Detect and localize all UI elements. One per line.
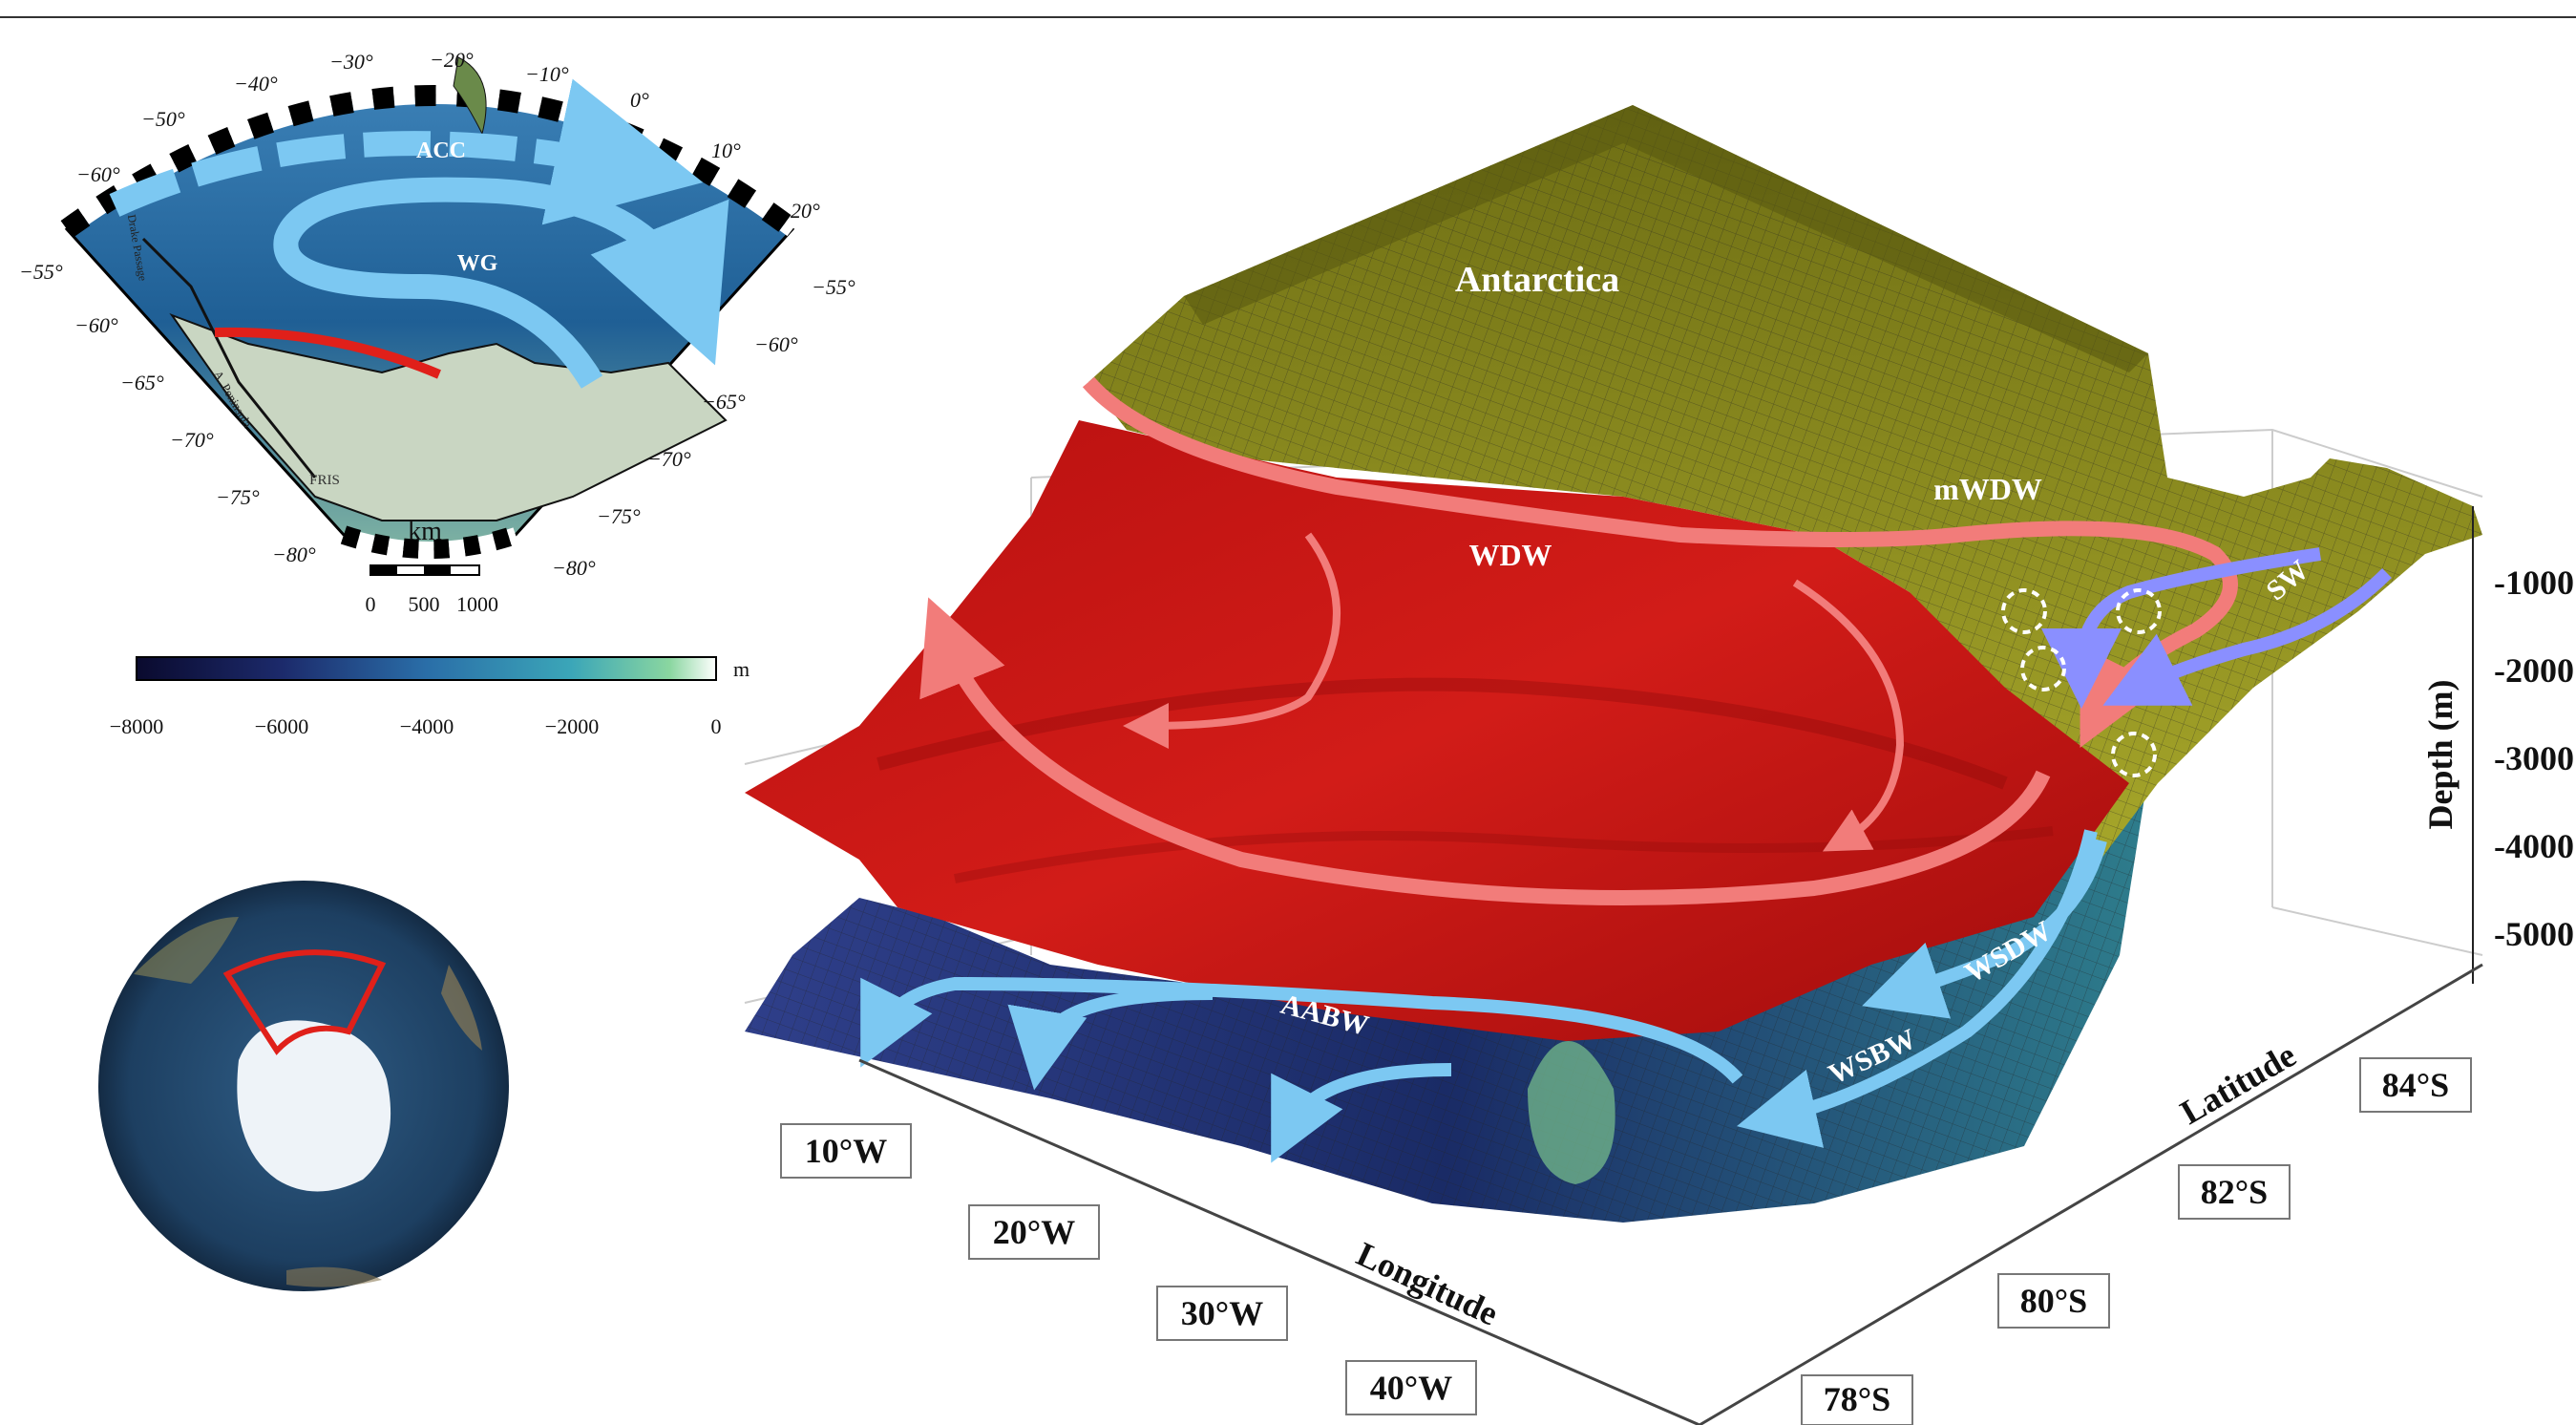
longitude-tick-label: 40°W: [1370, 1369, 1452, 1407]
wg-label: WG: [457, 251, 498, 276]
lat-label: −55°: [19, 260, 63, 284]
depth-tick: -4000: [2494, 827, 2574, 865]
latitude-tick: 78°S: [1801, 1374, 1913, 1425]
lon-label: −20°: [430, 48, 474, 72]
longitude-tick-label: 30°W: [1181, 1294, 1263, 1332]
wdw-main-arrow: [1082, 376, 2238, 748]
latitude-tick: 82°S: [2178, 1164, 2291, 1220]
lat-label: −75°: [216, 485, 260, 509]
lat-label: −65°: [120, 371, 164, 394]
latitude-axis-title: Latitude: [2174, 1035, 2302, 1132]
wdw-inner-arrow-right: [1792, 579, 1905, 852]
depth-tick: -1000: [2494, 564, 2574, 602]
main-3d-diagram: Antarctica WDW mWDW SW WSDW WSBW AABW -1…: [744, 105, 2574, 1425]
latitude-tick-label: 82°S: [2201, 1173, 2268, 1211]
transect-line: [214, 327, 441, 379]
scale-tick: 0: [366, 592, 376, 616]
lat-label: −70°: [170, 428, 214, 452]
scale-bar: 0 500 1000: [366, 564, 498, 616]
acc-current-arrow: [109, 78, 704, 225]
aabw-arrow-main: [860, 976, 1743, 1084]
latitude-tick: 80°S: [1997, 1273, 2110, 1329]
lat-label: −55°: [812, 275, 855, 299]
lat-label: −80°: [272, 542, 316, 566]
wsbw-arrow: [1737, 829, 2098, 1148]
lat-label: −75°: [597, 504, 641, 528]
longitude-tick: 20°W: [968, 1204, 1100, 1260]
longitude-labels: −60° −50° −40° −30° −20° −10° 0° 10° 20°: [76, 48, 820, 223]
lat-label: −60°: [754, 332, 798, 356]
lon-label: −60°: [76, 162, 120, 186]
colorbar-tick: −2000: [545, 714, 599, 738]
longitude-tick: 10°W: [780, 1123, 912, 1179]
depth-axis: -1000 -2000 -3000 -4000 -5000 Depth (m): [2421, 506, 2574, 984]
map-scale-unit: km: [408, 517, 442, 546]
longitude-tick-label: 20°W: [993, 1213, 1075, 1251]
sw-arrow-2: [2102, 568, 2392, 706]
aabw-arrow-branch-1: [1007, 987, 1214, 1091]
longitude-tick: 30°W: [1156, 1286, 1288, 1341]
lon-label: −40°: [234, 72, 278, 96]
wsdw-arrow: [1862, 839, 2107, 1019]
fris-label: FRIS: [309, 473, 340, 488]
latitude-tick: 84°S: [2359, 1057, 2472, 1113]
study-region-outline: [222, 949, 387, 1055]
eddy-markers: [2001, 588, 2162, 777]
lon-label: −50°: [141, 107, 185, 131]
scale-tick: 500: [409, 592, 440, 616]
aabw-arrow-branch-2: [1271, 1063, 1452, 1163]
globe-south-pole-icon: [98, 881, 509, 1291]
inset-map: ACC WG Drake Passage A. Peninsula FRIS −…: [19, 48, 855, 616]
wg-gyre-arrow: [273, 177, 729, 389]
latitude-tick-label: 80°S: [2020, 1282, 2087, 1320]
lon-label: −10°: [525, 62, 569, 86]
colorbar-tick: 0: [711, 714, 722, 738]
lat-label: −65°: [702, 390, 746, 414]
depth-tick: -5000: [2494, 915, 2574, 953]
colorbar-tick: −6000: [255, 714, 308, 738]
latitude-tick-label: 84°S: [2382, 1066, 2449, 1104]
antarctica-ice-icon: [237, 1020, 391, 1192]
acc-label: ACC: [416, 138, 466, 163]
latitude-labels-right: −55° −60° −65° −70° −75° −80°: [552, 275, 855, 580]
wdw-return-arrow: [919, 597, 2051, 905]
latitude-tick-label: 78°S: [1824, 1380, 1890, 1418]
colorbar-tick: −8000: [110, 714, 163, 738]
longitude-tick-label: 10°W: [805, 1132, 887, 1170]
lon-label: 20°: [791, 199, 820, 223]
depth-axis-title: Depth (m): [2421, 680, 2460, 830]
colorbar-unit: m: [733, 657, 750, 681]
colorbar-tick: −4000: [400, 714, 454, 738]
wdw-label: WDW: [1468, 538, 1552, 572]
antarctica-label: Antarctica: [1455, 260, 1619, 300]
depth-tick: -3000: [2494, 739, 2574, 777]
mwdw-label: mWDW: [1933, 472, 2042, 506]
lat-label: −60°: [74, 313, 118, 337]
longitude-tick: 40°W: [1345, 1360, 1477, 1415]
lon-label: −30°: [329, 50, 373, 74]
scale-tick: 1000: [456, 592, 498, 616]
depth-tick: -2000: [2494, 651, 2574, 690]
map-frame: [60, 85, 799, 238]
latitude-labels-left: −55° −60° −65° −70° −75° −80°: [19, 260, 316, 566]
lat-label: −80°: [552, 556, 596, 580]
lat-label: −70°: [647, 447, 691, 471]
wdw-inner-arrow-left: [1123, 532, 1341, 749]
lon-label: 0°: [630, 88, 649, 112]
lon-label: 10°: [711, 138, 741, 162]
depth-colorbar: m −8000 −6000 −4000 −2000 0: [110, 656, 750, 738]
